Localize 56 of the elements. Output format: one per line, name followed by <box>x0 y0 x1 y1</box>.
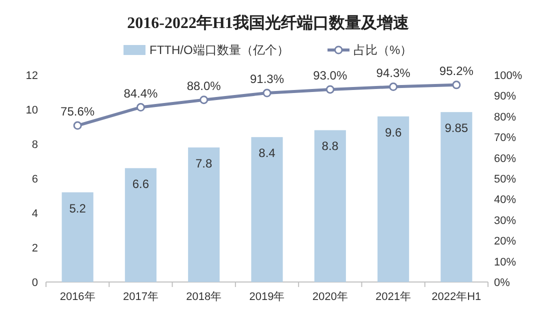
y-tick-label: 12 <box>26 70 38 82</box>
point <box>73 121 82 130</box>
point <box>326 85 334 94</box>
x-tick-label: 2021年 <box>376 291 412 303</box>
y2-tick-label: 10% <box>494 256 516 268</box>
y-tick-label: 10 <box>26 104 38 116</box>
y-tick-label: 6 <box>32 174 38 186</box>
x-tick-label: 2018年 <box>186 291 222 303</box>
point <box>136 103 145 112</box>
data-label: 5.2 <box>69 201 86 216</box>
x-tick-label: 2022年H1 <box>432 291 482 303</box>
data-label: 7.8 <box>196 156 213 170</box>
y2-tick-label: 80% <box>494 111 516 124</box>
bar <box>124 168 156 282</box>
y2-tick-label: 0% <box>494 277 510 289</box>
point <box>262 88 272 98</box>
point <box>389 82 398 92</box>
data-label: 9.6 <box>384 125 402 140</box>
data-label: 8.4 <box>258 146 276 160</box>
y-tick-label: 8 <box>32 139 38 151</box>
y2-tick-label: 60% <box>494 152 516 165</box>
data-label: 75.6% <box>60 104 95 119</box>
data-label: 94.3% <box>376 66 411 80</box>
data-label: 95.2% <box>439 64 474 78</box>
point <box>200 96 208 104</box>
bar <box>378 116 410 282</box>
x-tick-label: 2017年 <box>122 291 158 303</box>
bar <box>314 130 346 282</box>
y-tick-label: 2 <box>32 242 38 254</box>
y2-tick-label: 70% <box>494 132 516 144</box>
data-label: 88.0% <box>186 78 222 93</box>
data-label: 8.8 <box>322 139 339 154</box>
y2-tick-label: 40% <box>494 194 516 206</box>
point <box>452 80 461 90</box>
y-tick-label: 0 <box>32 277 38 289</box>
data-label: 6.6 <box>132 177 150 192</box>
data-label: 93.0% <box>313 68 348 82</box>
legend-label: FTTH/O端口数量（亿个） <box>150 43 289 57</box>
data-label: 91.3% <box>250 72 284 86</box>
y2-tick-label: 50% <box>494 174 516 186</box>
x-tick-label: 2016年 <box>60 291 96 303</box>
y2-tick-label: 30% <box>494 214 516 227</box>
bar <box>251 137 283 282</box>
data-label: 9.85 <box>444 121 468 136</box>
chart-title: 2016-2022年H1我国光纤端口数量及增速 <box>127 14 410 32</box>
x-tick-label: 2020年 <box>312 291 348 303</box>
y2-tick-label: 90% <box>494 90 516 103</box>
y2-tick-label: 100% <box>494 70 522 82</box>
x-tick-label: 2019年 <box>249 291 285 303</box>
legend-label: 占比（%） <box>354 43 412 57</box>
bar <box>188 147 220 282</box>
bar <box>62 192 94 282</box>
data-label: 84.4% <box>124 86 158 100</box>
y2-tick-label: 20% <box>494 236 516 248</box>
bar <box>440 112 472 282</box>
y-tick-label: 4 <box>32 208 38 220</box>
